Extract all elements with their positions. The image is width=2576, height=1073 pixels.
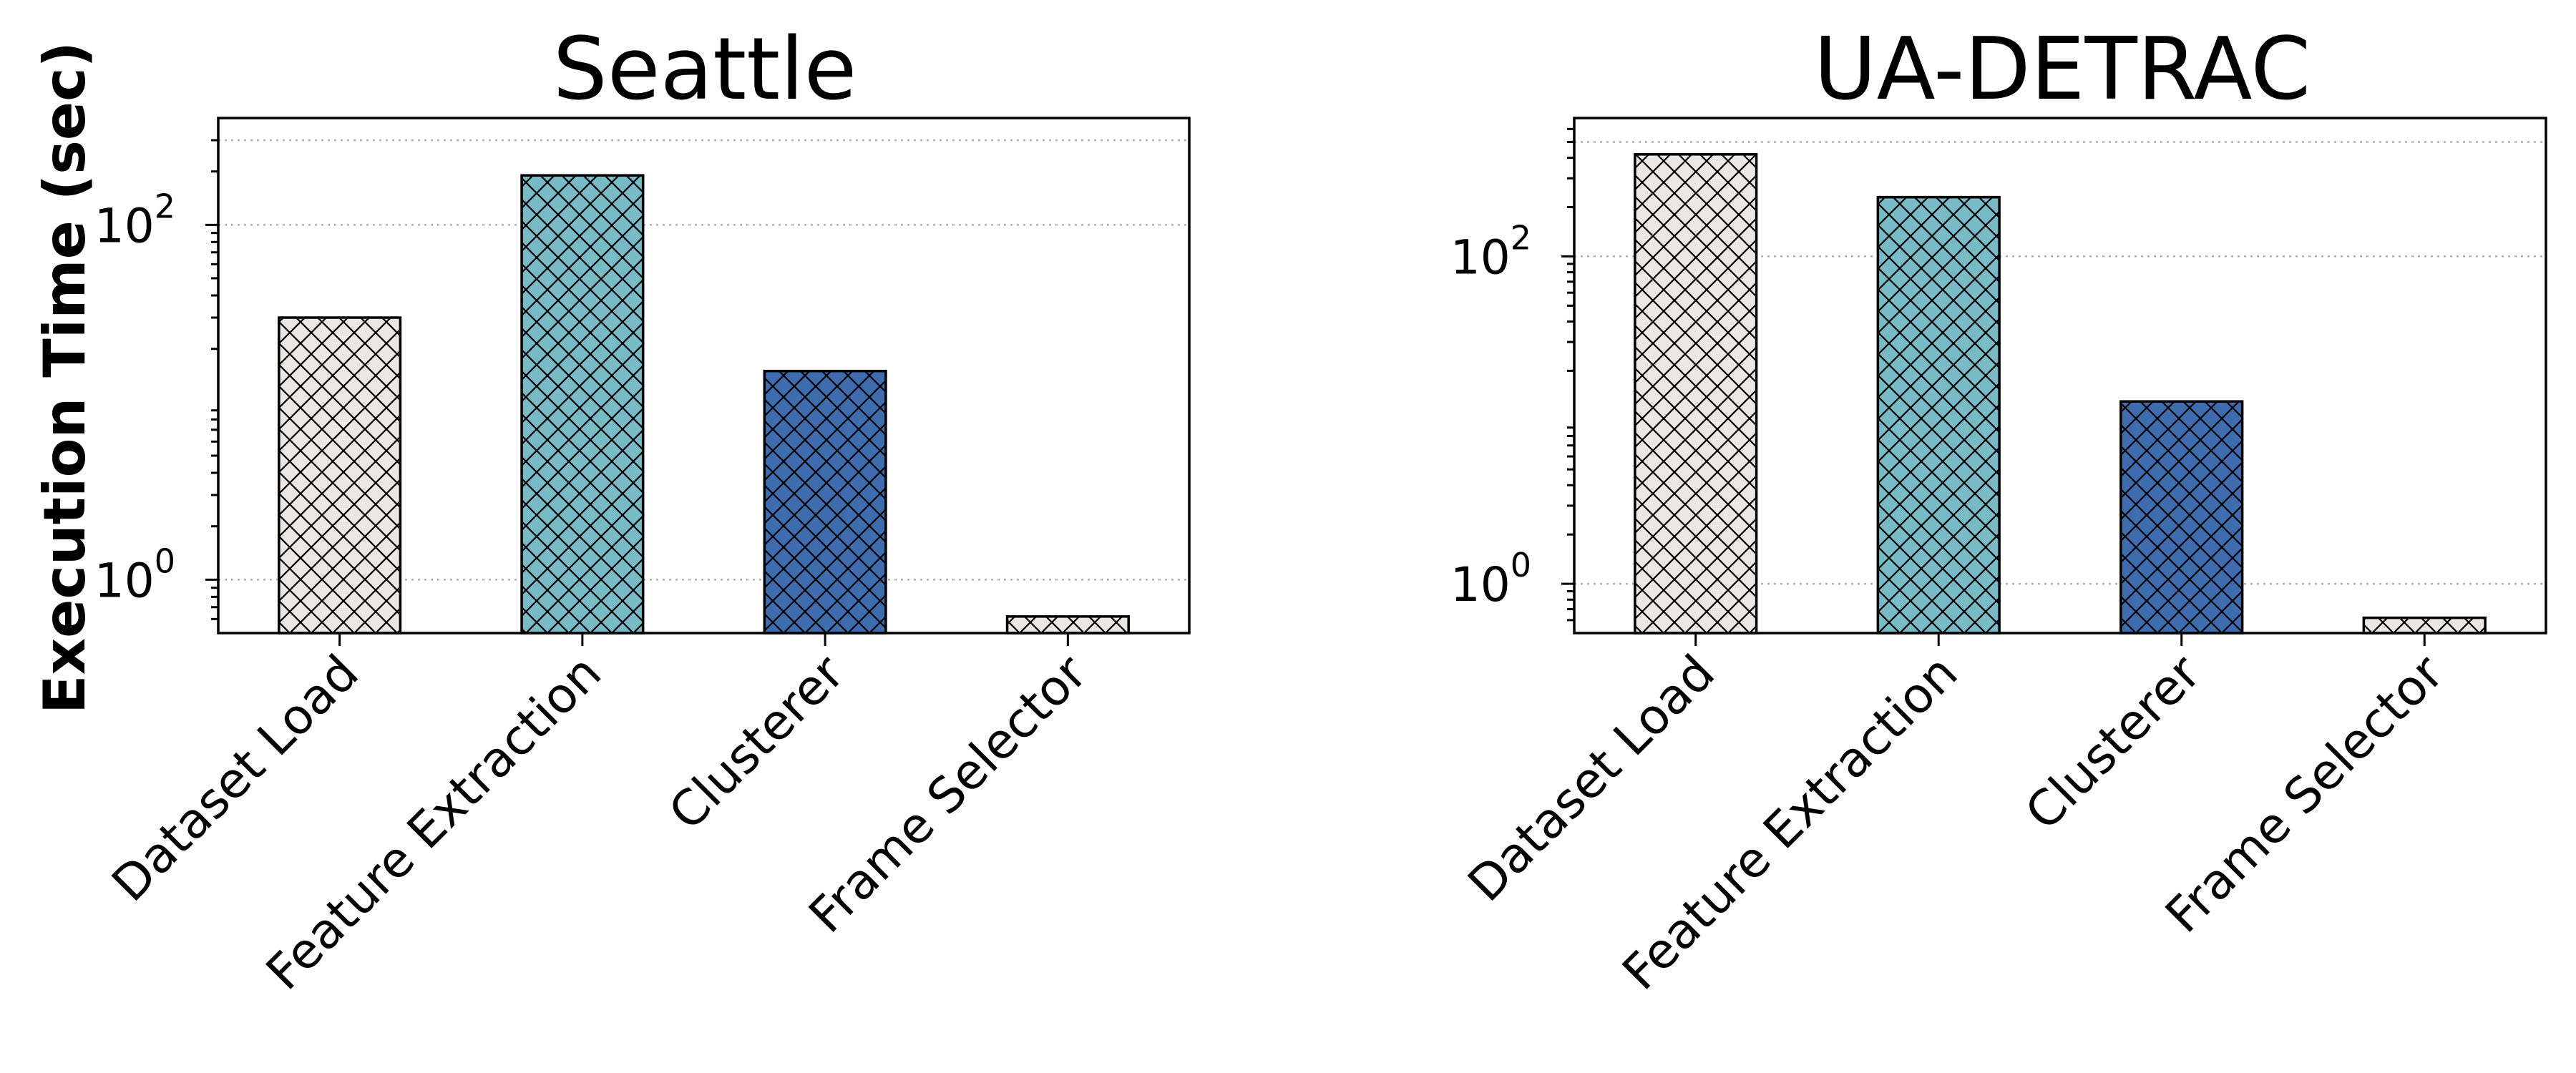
x-tick-label: Dataset Load: [1458, 645, 1726, 913]
y-tick-label: 102: [94, 187, 175, 253]
axes-frame: [1573, 117, 2547, 635]
bar-hatch: [764, 371, 886, 633]
y-tick-label: 102: [1450, 218, 1531, 285]
y-tick-exponent: 0: [155, 542, 175, 580]
bar-hatch: [1634, 154, 1757, 633]
y-axis-label: Execution Time (sec): [31, 41, 98, 714]
bar-hatch: [522, 175, 643, 634]
y-tick-label: 100: [94, 542, 175, 608]
y-tick-exponent: 2: [1511, 218, 1531, 257]
bar-hatch: [2120, 401, 2243, 633]
x-tick-label: Dataset Load: [102, 645, 370, 913]
axes-frame: [217, 117, 1191, 635]
bar-hatch: [278, 317, 401, 633]
bar-hatch: [1878, 197, 2000, 633]
panel-title: Seattle: [553, 20, 857, 119]
y-tick-exponent: 2: [155, 187, 175, 225]
x-tick-label: Clusterer: [658, 645, 855, 841]
y-tick-label: 100: [1450, 546, 1531, 612]
x-tick-label: Clusterer: [2015, 645, 2212, 841]
panel-title: UA-DETRAC: [1814, 20, 2311, 119]
bar-hatch: [2363, 617, 2486, 633]
y-tick-exponent: 0: [1511, 546, 1531, 584]
bar-hatch: [1007, 616, 1129, 633]
